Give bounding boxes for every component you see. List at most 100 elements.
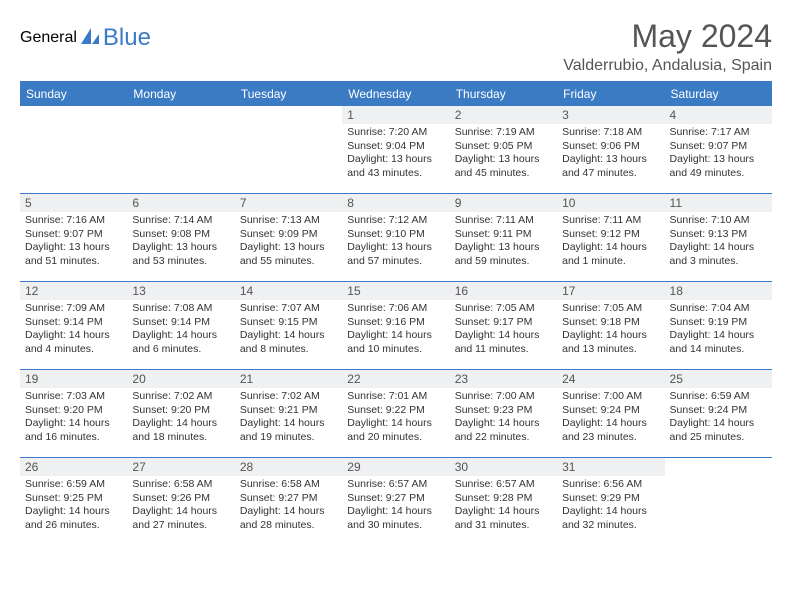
calendar-row: 26Sunrise: 6:59 AMSunset: 9:25 PMDayligh…: [20, 458, 772, 546]
calendar-cell: [665, 458, 772, 546]
header: General Blue May 2024 Valderrubio, Andal…: [20, 18, 772, 75]
day-body: Sunrise: 6:58 AMSunset: 9:27 PMDaylight:…: [235, 476, 342, 536]
sunrise-text: Sunrise: 6:59 AM: [25, 478, 122, 492]
daylight-text: Daylight: 14 hours and 18 minutes.: [132, 417, 229, 444]
daylight-text: Daylight: 14 hours and 10 minutes.: [347, 329, 444, 356]
day-number: 26: [20, 458, 127, 476]
day-number: 19: [20, 370, 127, 388]
day-body: Sunrise: 7:14 AMSunset: 9:08 PMDaylight:…: [127, 212, 234, 272]
sunset-text: Sunset: 9:21 PM: [240, 404, 337, 418]
day-body: Sunrise: 7:00 AMSunset: 9:23 PMDaylight:…: [450, 388, 557, 448]
col-tuesday: Tuesday: [235, 82, 342, 106]
day-number: 25: [665, 370, 772, 388]
sunset-text: Sunset: 9:29 PM: [562, 492, 659, 506]
sunset-text: Sunset: 9:11 PM: [455, 228, 552, 242]
day-number: 4: [665, 106, 772, 124]
calendar-cell: 9Sunrise: 7:11 AMSunset: 9:11 PMDaylight…: [450, 194, 557, 282]
day-number: 5: [20, 194, 127, 212]
daylight-text: Daylight: 14 hours and 20 minutes.: [347, 417, 444, 444]
day-number: 16: [450, 282, 557, 300]
daylight-text: Daylight: 14 hours and 19 minutes.: [240, 417, 337, 444]
sunrise-text: Sunrise: 6:58 AM: [132, 478, 229, 492]
calendar-cell: 5Sunrise: 7:16 AMSunset: 9:07 PMDaylight…: [20, 194, 127, 282]
calendar-body: 1Sunrise: 7:20 AMSunset: 9:04 PMDaylight…: [20, 106, 772, 546]
sunrise-text: Sunrise: 7:09 AM: [25, 302, 122, 316]
sunrise-text: Sunrise: 7:13 AM: [240, 214, 337, 228]
day-number: 21: [235, 370, 342, 388]
daylight-text: Daylight: 14 hours and 8 minutes.: [240, 329, 337, 356]
day-body: Sunrise: 7:08 AMSunset: 9:14 PMDaylight:…: [127, 300, 234, 360]
location-label: Valderrubio, Andalusia, Spain: [563, 57, 772, 75]
day-number: 1: [342, 106, 449, 124]
day-number: 23: [450, 370, 557, 388]
sunrise-text: Sunrise: 7:03 AM: [25, 390, 122, 404]
title-block: May 2024 Valderrubio, Andalusia, Spain: [563, 18, 772, 75]
sunrise-text: Sunrise: 7:10 AM: [670, 214, 767, 228]
calendar-cell: 10Sunrise: 7:11 AMSunset: 9:12 PMDayligh…: [557, 194, 664, 282]
day-number: 14: [235, 282, 342, 300]
day-number: 10: [557, 194, 664, 212]
calendar-cell: 8Sunrise: 7:12 AMSunset: 9:10 PMDaylight…: [342, 194, 449, 282]
sunrise-text: Sunrise: 7:02 AM: [240, 390, 337, 404]
daylight-text: Daylight: 14 hours and 4 minutes.: [25, 329, 122, 356]
sunset-text: Sunset: 9:08 PM: [132, 228, 229, 242]
daylight-text: Daylight: 13 hours and 49 minutes.: [670, 153, 767, 180]
daylight-text: Daylight: 14 hours and 14 minutes.: [670, 329, 767, 356]
day-body: Sunrise: 7:02 AMSunset: 9:20 PMDaylight:…: [127, 388, 234, 448]
calendar-cell: 16Sunrise: 7:05 AMSunset: 9:17 PMDayligh…: [450, 282, 557, 370]
day-number: 18: [665, 282, 772, 300]
sunrise-text: Sunrise: 7:04 AM: [670, 302, 767, 316]
day-body: Sunrise: 6:59 AMSunset: 9:25 PMDaylight:…: [20, 476, 127, 536]
sunset-text: Sunset: 9:25 PM: [25, 492, 122, 506]
day-body: Sunrise: 7:16 AMSunset: 9:07 PMDaylight:…: [20, 212, 127, 272]
day-body: Sunrise: 6:57 AMSunset: 9:28 PMDaylight:…: [450, 476, 557, 536]
daylight-text: Daylight: 14 hours and 30 minutes.: [347, 505, 444, 532]
calendar-cell: 26Sunrise: 6:59 AMSunset: 9:25 PMDayligh…: [20, 458, 127, 546]
day-body: Sunrise: 7:05 AMSunset: 9:17 PMDaylight:…: [450, 300, 557, 360]
day-body: Sunrise: 7:12 AMSunset: 9:10 PMDaylight:…: [342, 212, 449, 272]
day-number: 30: [450, 458, 557, 476]
calendar-cell: 12Sunrise: 7:09 AMSunset: 9:14 PMDayligh…: [20, 282, 127, 370]
sunset-text: Sunset: 9:23 PM: [455, 404, 552, 418]
day-body: Sunrise: 7:00 AMSunset: 9:24 PMDaylight:…: [557, 388, 664, 448]
day-number: 17: [557, 282, 664, 300]
sunrise-text: Sunrise: 7:05 AM: [455, 302, 552, 316]
day-number: 27: [127, 458, 234, 476]
sunrise-text: Sunrise: 7:18 AM: [562, 126, 659, 140]
sunrise-text: Sunrise: 7:07 AM: [240, 302, 337, 316]
calendar-cell: 13Sunrise: 7:08 AMSunset: 9:14 PMDayligh…: [127, 282, 234, 370]
day-body: Sunrise: 7:09 AMSunset: 9:14 PMDaylight:…: [20, 300, 127, 360]
day-number: 24: [557, 370, 664, 388]
sunrise-text: Sunrise: 7:00 AM: [455, 390, 552, 404]
sunset-text: Sunset: 9:04 PM: [347, 140, 444, 154]
calendar-cell: 27Sunrise: 6:58 AMSunset: 9:26 PMDayligh…: [127, 458, 234, 546]
daylight-text: Daylight: 14 hours and 27 minutes.: [132, 505, 229, 532]
sunset-text: Sunset: 9:27 PM: [347, 492, 444, 506]
daylight-text: Daylight: 14 hours and 25 minutes.: [670, 417, 767, 444]
day-body: Sunrise: 7:02 AMSunset: 9:21 PMDaylight:…: [235, 388, 342, 448]
daylight-text: Daylight: 13 hours and 51 minutes.: [25, 241, 122, 268]
calendar-cell: 7Sunrise: 7:13 AMSunset: 9:09 PMDaylight…: [235, 194, 342, 282]
sunset-text: Sunset: 9:06 PM: [562, 140, 659, 154]
sunrise-text: Sunrise: 7:01 AM: [347, 390, 444, 404]
day-number: 3: [557, 106, 664, 124]
daylight-text: Daylight: 14 hours and 1 minute.: [562, 241, 659, 268]
daylight-text: Daylight: 13 hours and 45 minutes.: [455, 153, 552, 180]
sunrise-text: Sunrise: 7:08 AM: [132, 302, 229, 316]
logo: General Blue: [20, 24, 151, 52]
sunrise-text: Sunrise: 7:02 AM: [132, 390, 229, 404]
calendar-row: 19Sunrise: 7:03 AMSunset: 9:20 PMDayligh…: [20, 370, 772, 458]
calendar-cell: [127, 106, 234, 194]
day-number: 6: [127, 194, 234, 212]
calendar-cell: 24Sunrise: 7:00 AMSunset: 9:24 PMDayligh…: [557, 370, 664, 458]
day-body: Sunrise: 7:10 AMSunset: 9:13 PMDaylight:…: [665, 212, 772, 272]
sunrise-text: Sunrise: 7:14 AM: [132, 214, 229, 228]
day-number: 9: [450, 194, 557, 212]
day-body: Sunrise: 7:06 AMSunset: 9:16 PMDaylight:…: [342, 300, 449, 360]
col-thursday: Thursday: [450, 82, 557, 106]
day-body: Sunrise: 6:58 AMSunset: 9:26 PMDaylight:…: [127, 476, 234, 536]
daylight-text: Daylight: 14 hours and 32 minutes.: [562, 505, 659, 532]
calendar-cell: 2Sunrise: 7:19 AMSunset: 9:05 PMDaylight…: [450, 106, 557, 194]
col-saturday: Saturday: [665, 82, 772, 106]
day-number: 12: [20, 282, 127, 300]
